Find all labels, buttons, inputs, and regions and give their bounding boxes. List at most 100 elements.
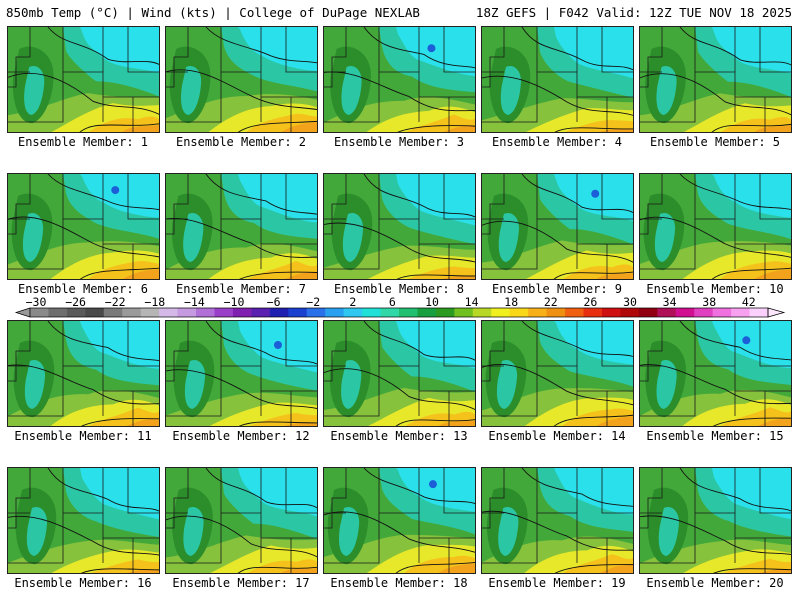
colorbar-segment bbox=[140, 308, 160, 317]
cold-region-cyan bbox=[396, 27, 475, 76]
cold-region-cyan bbox=[80, 321, 159, 369]
warm-region-orange bbox=[126, 569, 159, 573]
state-boundaries bbox=[8, 27, 159, 132]
height-contours bbox=[166, 321, 317, 426]
colorbar-tick-label: −6 bbox=[267, 296, 281, 309]
height-contours bbox=[8, 321, 159, 426]
mountain-region-teal bbox=[183, 506, 204, 556]
height-contours bbox=[324, 27, 475, 132]
temperature-map bbox=[482, 321, 633, 426]
mountain-region-teal bbox=[181, 65, 202, 115]
temperature-map bbox=[8, 174, 159, 279]
cold-pocket bbox=[273, 340, 282, 349]
colorbar-left-arrow bbox=[14, 307, 31, 318]
colorbar-segment bbox=[712, 308, 732, 317]
ensemble-member-label: Ensemble Member: 5 bbox=[649, 135, 781, 149]
state-boundaries bbox=[8, 321, 159, 426]
colorbar-segment bbox=[251, 308, 271, 317]
cold-region-cyan bbox=[554, 468, 633, 515]
ensemble-member-label: Ensemble Member: 1 bbox=[17, 135, 149, 149]
state-boundaries bbox=[482, 174, 633, 279]
colorbar-segment bbox=[417, 308, 437, 317]
warm-region-orange bbox=[754, 269, 791, 279]
warm-region-orange bbox=[754, 125, 791, 132]
cold-region-cyan bbox=[80, 174, 159, 218]
colorbar-segment bbox=[306, 308, 326, 317]
warm-region-orange bbox=[280, 568, 317, 573]
colorbar-segment bbox=[214, 308, 234, 317]
temperature-map bbox=[482, 174, 633, 279]
ensemble-member-label: Ensemble Member: 2 bbox=[175, 135, 307, 149]
colorbar-segment bbox=[435, 308, 455, 317]
warm-region-orange bbox=[599, 564, 633, 573]
ensemble-member-label: Ensemble Member: 18 bbox=[330, 576, 468, 590]
warm-region-orange bbox=[284, 272, 317, 279]
colorbar-tick-label: 2 bbox=[349, 296, 356, 309]
ensemble-member-label: Ensemble Member: 10 bbox=[646, 282, 784, 296]
height-contours bbox=[482, 468, 633, 573]
ensemble-map-panel bbox=[7, 26, 160, 133]
height-contours bbox=[640, 174, 791, 279]
temperature-map bbox=[324, 27, 475, 132]
height-contours bbox=[166, 174, 317, 279]
temperature-map bbox=[324, 321, 475, 426]
cold-region-cyan bbox=[238, 174, 317, 223]
height-contours bbox=[166, 27, 317, 132]
state-boundaries bbox=[640, 174, 791, 279]
colorbar-segment bbox=[159, 308, 178, 317]
colorbar-segment bbox=[472, 308, 492, 317]
ensemble-member-label: Ensemble Member: 17 bbox=[172, 576, 310, 590]
colorbar-frame bbox=[29, 307, 769, 318]
warm-region-orange bbox=[596, 416, 633, 426]
colorbar-tick-label: −18 bbox=[144, 296, 165, 309]
colorbar-right-arrow bbox=[767, 307, 786, 318]
colorbar-segment bbox=[731, 308, 750, 317]
height-contours bbox=[640, 27, 791, 132]
colorbar-segment bbox=[528, 308, 547, 317]
colorbar-segment bbox=[177, 308, 197, 317]
colorbar-segment bbox=[232, 308, 252, 317]
colorbar-segment bbox=[380, 308, 400, 317]
ensemble-member-label: Ensemble Member: 8 bbox=[333, 282, 465, 296]
height-contours bbox=[166, 468, 317, 573]
ensemble-map-panel bbox=[7, 320, 160, 427]
cold-region-cyan bbox=[238, 27, 317, 72]
mountain-region-teal bbox=[656, 359, 677, 409]
ensemble-map-panel bbox=[481, 320, 634, 427]
temperature-map bbox=[640, 174, 791, 279]
cold-region-cyan bbox=[712, 321, 791, 369]
state-boundaries bbox=[166, 468, 317, 573]
temperature-map bbox=[8, 321, 159, 426]
cold-region-cyan bbox=[396, 174, 475, 226]
colorbar-segment bbox=[509, 308, 529, 317]
mountain-region-teal bbox=[24, 359, 46, 409]
colorbar-segment bbox=[343, 308, 363, 317]
temperature-map bbox=[640, 321, 791, 426]
mountain-region-teal bbox=[496, 359, 518, 409]
colorbar-tick-label: 30 bbox=[623, 296, 637, 309]
colorbar-segment bbox=[749, 308, 769, 317]
height-contours bbox=[324, 321, 475, 426]
mountain-region-teal bbox=[498, 506, 519, 556]
ensemble-member-label: Ensemble Member: 14 bbox=[488, 429, 626, 443]
ensemble-map-panel bbox=[7, 467, 160, 574]
ensemble-member-label: Ensemble Member: 16 bbox=[14, 576, 152, 590]
ensemble-map-panel bbox=[481, 26, 634, 133]
warm-region-orange bbox=[596, 272, 633, 279]
temperature-map bbox=[166, 27, 317, 132]
state-boundaries bbox=[324, 468, 475, 573]
temperature-map bbox=[8, 468, 159, 573]
state-boundaries bbox=[482, 321, 633, 426]
cold-region-cyan bbox=[80, 468, 159, 520]
colorbar-segment bbox=[694, 308, 714, 317]
cold-pocket bbox=[742, 336, 751, 345]
colorbar-tick-label: −26 bbox=[65, 296, 86, 309]
cold-pocket bbox=[428, 480, 437, 489]
warm-region-orange bbox=[599, 129, 633, 132]
temperature-map bbox=[166, 468, 317, 573]
height-contours bbox=[324, 468, 475, 573]
height-contours bbox=[8, 174, 159, 279]
colorbar-tick-label: 38 bbox=[702, 296, 716, 309]
mountain-region-teal bbox=[338, 506, 360, 556]
colorbar-tick-label: 14 bbox=[465, 296, 479, 309]
